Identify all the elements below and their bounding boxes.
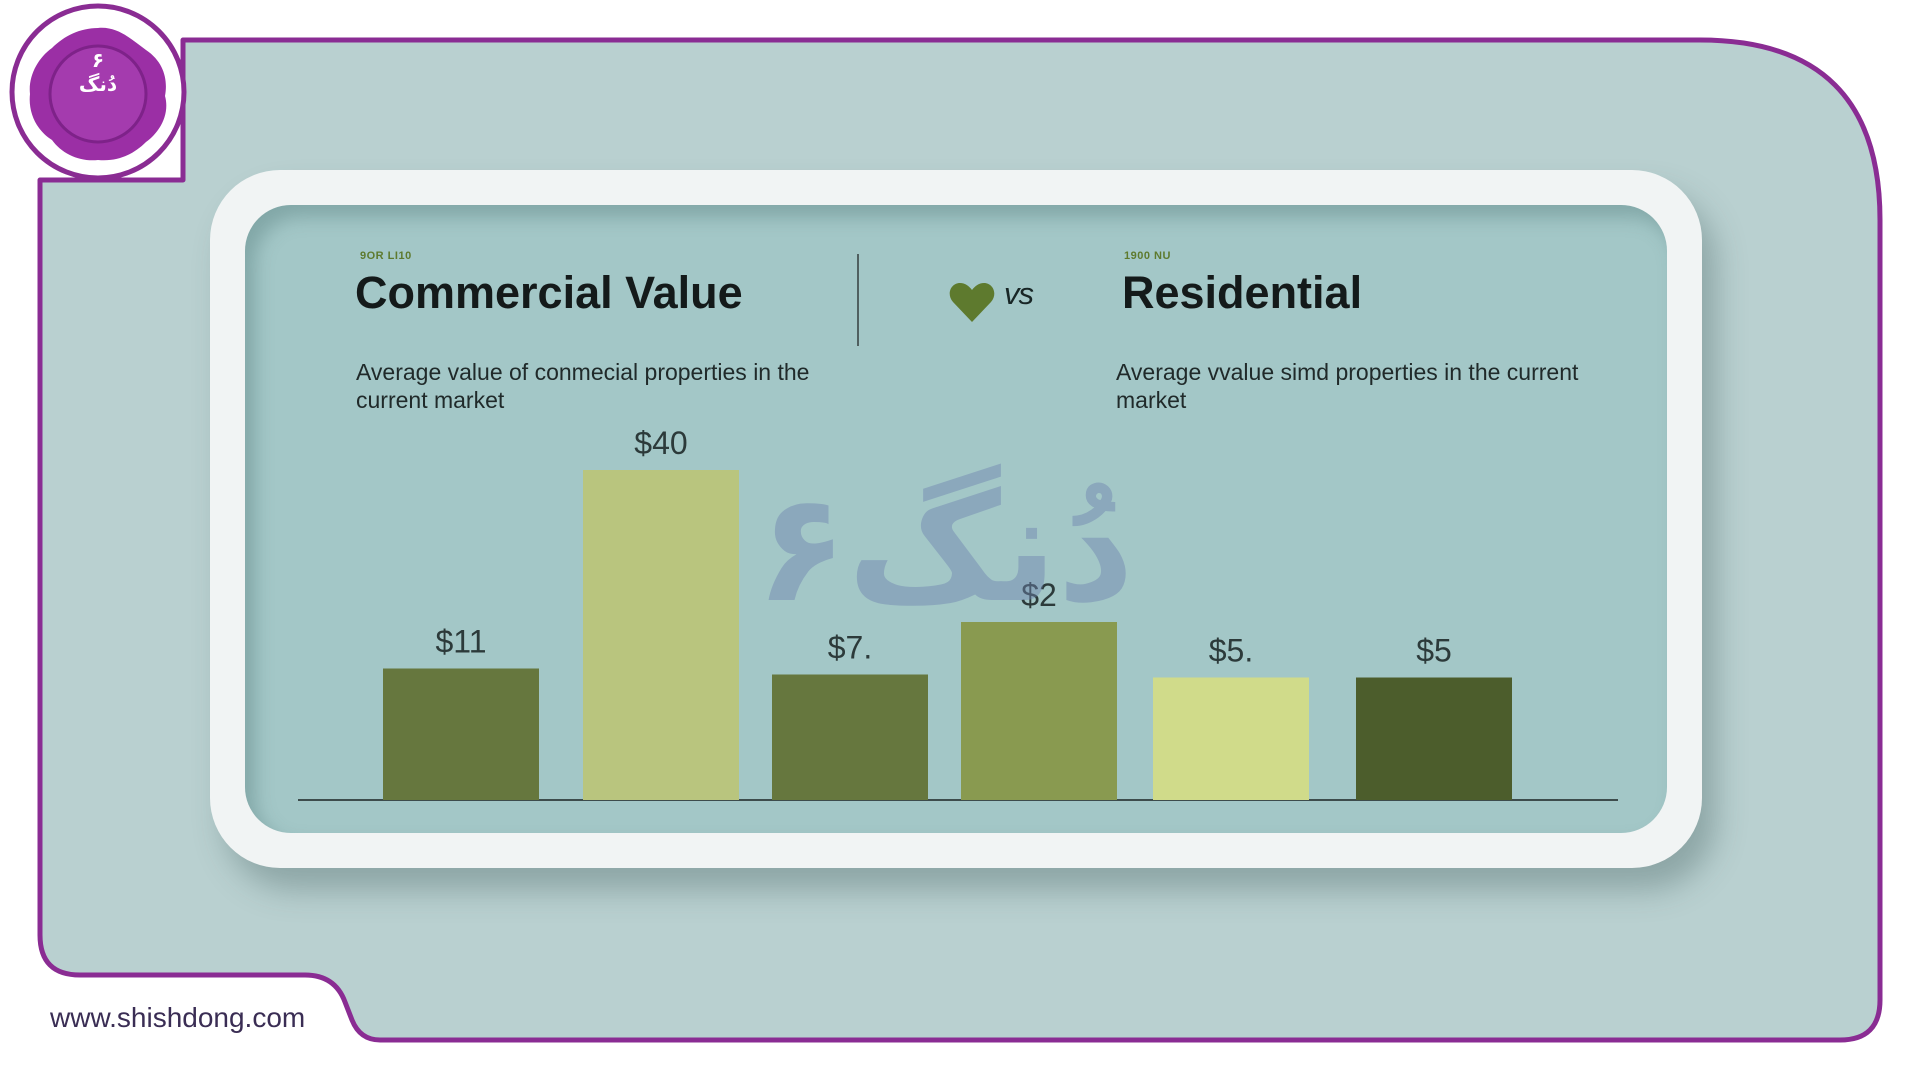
residential-title: Residential <box>1122 267 1363 318</box>
bar-4 <box>961 622 1117 800</box>
bar-label-3: $7. <box>828 630 872 666</box>
bar-6 <box>1356 677 1512 800</box>
panel-divider <box>857 254 859 346</box>
commercial-description: Average value of conmecial properties in… <box>356 359 810 413</box>
residential-description: Average vvalue simd properties in the cu… <box>1116 359 1579 413</box>
wax-seal-logo-icon <box>9 3 187 181</box>
bar-label-6: $5 <box>1416 633 1452 669</box>
bar-label-4: $2 <box>1021 577 1057 613</box>
left-panel-tag: 9OR LI10 <box>360 250 412 262</box>
watermark: ۶دُنگ <box>756 462 1134 636</box>
commercial-title: Commercial Value <box>355 267 743 318</box>
bar-1 <box>383 668 539 800</box>
heart-icon <box>949 283 995 322</box>
website-url[interactable]: www.shishdong.com <box>50 1002 306 1033</box>
logo-text: ۶ دُنگ <box>78 48 118 96</box>
bar-5 <box>1153 677 1309 800</box>
bar-label-5: $5. <box>1209 633 1253 669</box>
bar-2 <box>583 470 739 800</box>
bar-label-2: $40 <box>634 425 687 461</box>
right-panel-tag: 1900 NU <box>1124 250 1171 262</box>
vs-label: vs <box>1004 276 1034 311</box>
bar-3 <box>772 674 928 800</box>
bar-label-1: $11 <box>435 624 486 660</box>
